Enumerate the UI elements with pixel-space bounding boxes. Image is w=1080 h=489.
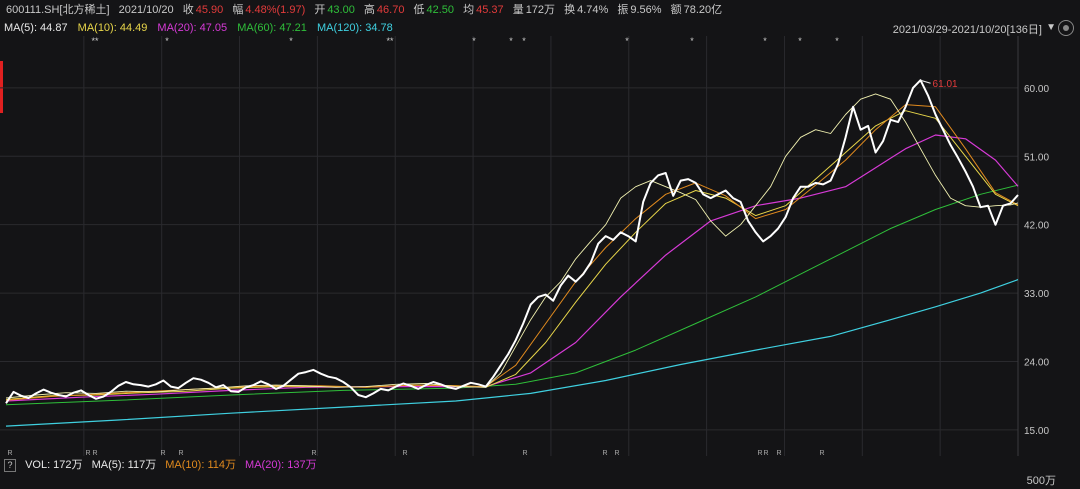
y-tick-label: 33.00 <box>1024 289 1049 300</box>
series-line-ma20 <box>5 134 1019 402</box>
series-line-ma5 <box>5 93 1019 399</box>
y-tick-label: 51.00 <box>1024 152 1049 163</box>
amount-field: 额 78.20亿 <box>670 4 723 16</box>
r-marker: R <box>402 450 407 456</box>
r-marker: R <box>819 450 824 456</box>
signal-star-marker: * <box>625 36 629 46</box>
symbol-label[interactable]: 600111.SH[北方稀土] <box>6 4 110 16</box>
volume-axis-label: 500万 <box>1026 475 1056 487</box>
series-line-ma_orange <box>5 104 1019 401</box>
ma10-legend[interactable]: MA(10): 44.49 <box>77 22 148 34</box>
turnover-field: 换 4.74% <box>564 4 609 16</box>
peak-value-label: 61.01 <box>933 79 958 90</box>
volume-legend: ? VOL: 172万 MA(5): 117万 MA(10): 114万 MA(… <box>4 457 323 473</box>
volume-field: 量 172万 <box>512 4 556 16</box>
r-marker: R <box>757 450 762 456</box>
ma120-legend[interactable]: MA(120): 34.78 <box>316 22 393 34</box>
low-field: 低 42.50 <box>413 4 455 16</box>
signal-star-marker: ** <box>386 36 394 46</box>
series-line-ma120 <box>5 279 1019 427</box>
signal-star-marker: * <box>690 36 694 46</box>
vol-ma10: MA(10): 114万 <box>165 459 236 471</box>
settings-icon[interactable] <box>1058 20 1074 36</box>
r-marker: R <box>311 450 316 456</box>
close-field: 收 45.90 <box>182 4 224 16</box>
y-tick-label: 24.00 <box>1024 358 1049 369</box>
y-tick-label: 60.00 <box>1024 84 1049 95</box>
quote-info-bar: 600111.SH[北方稀土] 2021/10/20 收 45.90 幅 4.48%… <box>6 0 728 20</box>
vol-value: VOL: 172万 <box>25 459 83 471</box>
series-line-ma60 <box>5 184 1019 406</box>
r-marker: R <box>178 450 183 456</box>
amplitude-field: 振 9.56% <box>617 4 662 16</box>
high-field: 高 46.70 <box>363 4 405 16</box>
open-field: 开 43.00 <box>314 4 355 16</box>
ma-legend: MA(5): 44.87 MA(10): 44.49 MA(20): 47.05… <box>4 20 400 36</box>
signal-star-marker: * <box>798 36 802 46</box>
y-tick-label: 42.00 <box>1024 221 1049 232</box>
r-marker: R <box>522 450 527 456</box>
avg-field: 均 45.37 <box>463 4 504 16</box>
signal-star-marker: * <box>472 36 476 46</box>
active-period-marker <box>0 61 3 113</box>
signal-star-marker: * <box>835 36 839 46</box>
r-marker: R <box>7 450 12 456</box>
ma60-legend[interactable]: MA(60): 47.21 <box>237 22 307 34</box>
y-tick-label: 15.00 <box>1024 426 1049 437</box>
ma20-legend[interactable]: MA(20): 47.05 <box>157 22 228 34</box>
signal-star-marker: * <box>165 36 169 46</box>
signal-star-marker: ** <box>91 36 99 46</box>
signal-star-marker: * <box>763 36 767 46</box>
r-marker: R <box>763 450 768 456</box>
date-range-label[interactable]: 2021/03/29-2021/10/20[136日] <box>892 24 1042 36</box>
series-line-price <box>5 79 1019 404</box>
signal-star-marker: * <box>289 36 293 46</box>
change-field: 幅 4.48%(1.97) <box>232 4 306 16</box>
r-marker: R <box>602 450 607 456</box>
r-marker: R <box>614 450 619 456</box>
peak-leader-line <box>920 79 931 84</box>
r-marker: R <box>92 450 97 456</box>
signal-star-marker: * <box>509 36 513 46</box>
r-marker: R <box>85 450 90 456</box>
signal-star-marker: * <box>522 36 526 46</box>
vol-ma20: MA(20): 137万 <box>245 459 317 471</box>
chevron-down-icon[interactable]: ▼ <box>1046 22 1056 33</box>
ma5-legend[interactable]: MA(5): 44.87 <box>4 22 68 34</box>
vol-ma5: MA(5): 117万 <box>91 459 157 471</box>
series-line-ma10 <box>5 110 1019 400</box>
r-marker: R <box>160 450 165 456</box>
help-icon[interactable]: ? <box>4 459 16 472</box>
r-marker: R <box>776 450 781 456</box>
date-label: 2021/10/20 <box>118 4 174 16</box>
